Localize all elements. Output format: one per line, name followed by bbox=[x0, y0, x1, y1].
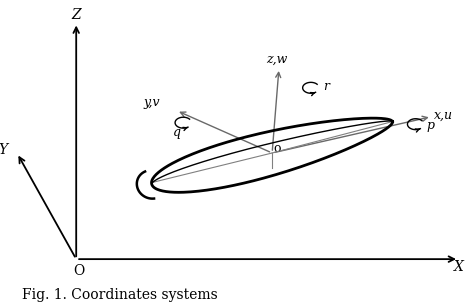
Text: Fig. 1. Coordinates systems: Fig. 1. Coordinates systems bbox=[21, 288, 217, 302]
Text: X: X bbox=[454, 260, 464, 274]
Text: O: O bbox=[73, 264, 84, 278]
Text: r: r bbox=[323, 80, 329, 93]
Text: q: q bbox=[173, 126, 181, 139]
Text: y,v: y,v bbox=[143, 96, 160, 110]
Text: p: p bbox=[427, 119, 435, 132]
Text: Y: Y bbox=[0, 143, 8, 157]
Text: o: o bbox=[274, 142, 282, 155]
Text: x,u: x,u bbox=[434, 109, 453, 121]
Text: z,w: z,w bbox=[266, 53, 287, 65]
Text: Z: Z bbox=[72, 8, 81, 22]
